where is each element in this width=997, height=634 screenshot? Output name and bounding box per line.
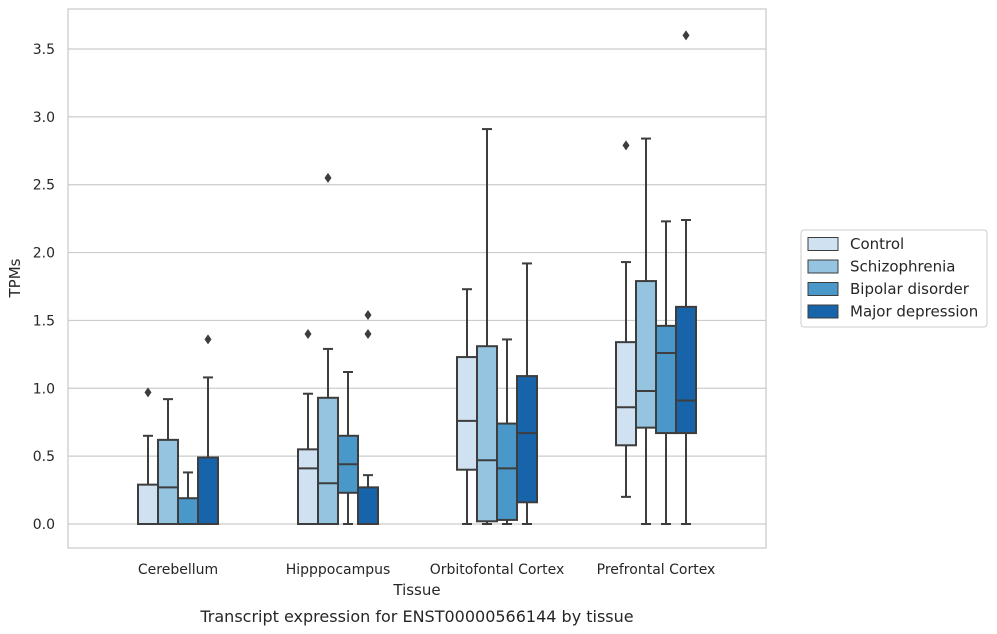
- y-tick-label: 0.5: [33, 449, 55, 465]
- box-0: [615, 341, 637, 447]
- box-group-1: [297, 172, 379, 526]
- y-tick-label: 0.0: [33, 517, 55, 533]
- box-groups: [137, 30, 697, 526]
- outlier-point: [144, 387, 152, 398]
- outlier-point: [324, 172, 332, 183]
- box-group-2: [456, 128, 538, 525]
- outlier-point: [304, 329, 312, 339]
- box-group-3: [615, 30, 697, 525]
- legend: Control Schizophrenia Bipolar disorder Majo…: [800, 229, 988, 328]
- y-tick-label: 1.5: [33, 313, 55, 329]
- outlier-point: [682, 30, 690, 41]
- legend-frame: [800, 229, 988, 328]
- box-3: [357, 486, 379, 526]
- box-group-0: [137, 334, 219, 526]
- legend-swatch: [807, 282, 839, 296]
- outlier-point: [364, 329, 372, 339]
- figure-caption: Transcript expression for ENST0000056614…: [199, 607, 633, 626]
- box-1: [635, 280, 657, 429]
- plot-frame: [67, 8, 767, 549]
- legend-swatch: [807, 237, 839, 251]
- y-tick-label: 3.5: [33, 42, 55, 58]
- box-1: [157, 438, 179, 526]
- y-tick-label: 2.0: [33, 246, 55, 262]
- box-0: [456, 356, 478, 471]
- y-axis-title: TPMs: [6, 258, 24, 298]
- box-0: [137, 483, 159, 525]
- outlier-point: [204, 334, 212, 345]
- legend-swatch: [807, 259, 839, 274]
- legend-label: Major depression: [850, 303, 978, 321]
- legend-label: Bipolar disorder: [850, 280, 970, 298]
- legend-swatch: [807, 304, 839, 319]
- x-tick-labels: Cerebellum Hipppocampus Orbitofontal Corte…: [138, 562, 715, 578]
- x-axis-title: Tissue: [392, 581, 440, 599]
- box-1: [317, 396, 339, 525]
- box-0: [297, 448, 319, 526]
- box-2: [655, 324, 677, 435]
- box-1: [476, 345, 498, 523]
- plot-background: [68, 9, 766, 548]
- x-tick-label: Orbitofontal Cortex: [430, 562, 565, 578]
- x-tick-label: Prefrontal Cortex: [597, 562, 716, 578]
- x-tick-label: Cerebellum: [138, 562, 218, 578]
- legend-label: Control: [850, 235, 904, 253]
- box-3: [197, 456, 219, 525]
- y-tick-label: 3.0: [33, 110, 55, 126]
- outlier-point: [364, 310, 372, 320]
- box-2: [496, 422, 518, 521]
- legend-label: Schizophrenia: [850, 258, 955, 276]
- box-3: [675, 305, 697, 435]
- y-tick-label: 2.5: [33, 178, 55, 194]
- outlier-point: [622, 140, 630, 151]
- box-3: [516, 375, 538, 504]
- x-tick-label: Hipppocampus: [286, 562, 391, 578]
- box-2: [177, 497, 199, 526]
- y-tick-labels: 0.0 0.5 1.0 1.5 2.0 2.5 3.0 3.5: [33, 42, 55, 533]
- y-tick-label: 1.0: [33, 381, 55, 397]
